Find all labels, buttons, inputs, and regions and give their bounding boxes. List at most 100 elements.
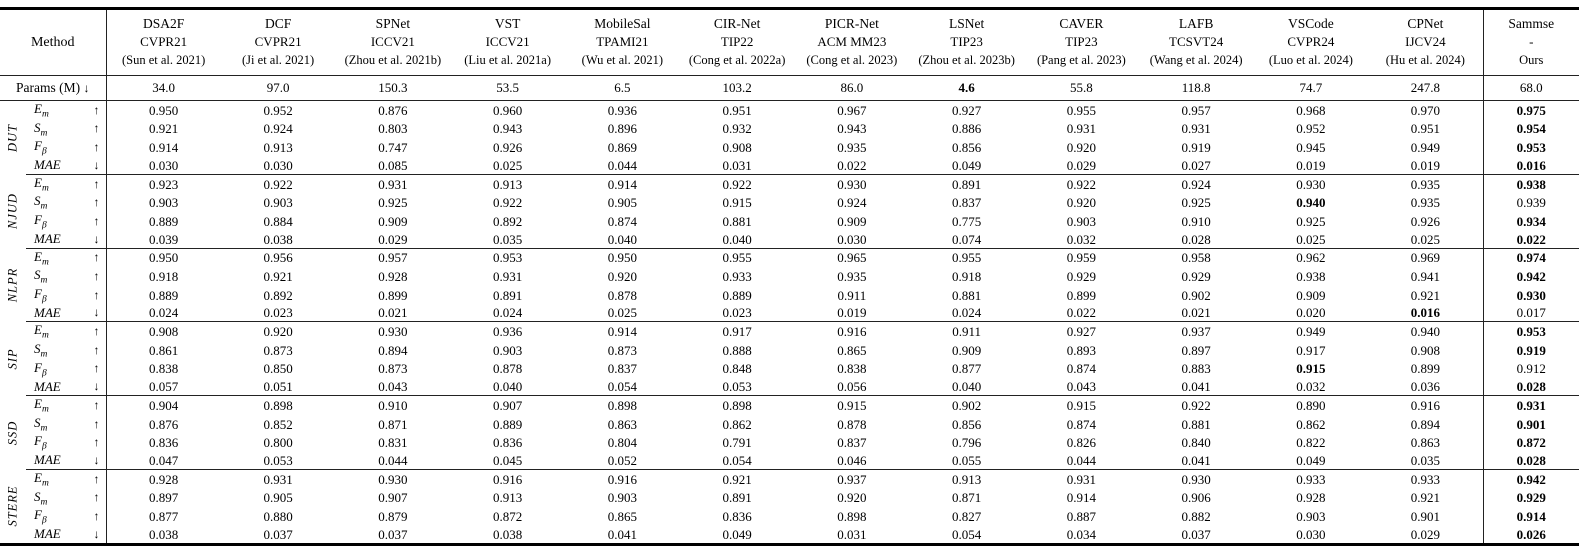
metric-label: Fβ↑	[26, 433, 106, 452]
metric-value: 0.027	[1139, 157, 1254, 175]
metric-value: 0.933	[680, 267, 795, 286]
metric-value: 0.044	[1024, 452, 1139, 470]
metric-value: 0.935	[795, 267, 910, 286]
metric-value: 0.933	[1254, 469, 1369, 488]
metric-value: 0.861	[106, 341, 221, 360]
metric-value: 0.921	[106, 120, 221, 139]
down-arrow-icon: ↓	[84, 81, 90, 95]
metric-name: MAE	[34, 231, 61, 247]
metric-value: 0.915	[680, 193, 795, 212]
metric-value: 0.931	[450, 267, 565, 286]
down-arrow-icon: ↓	[94, 379, 100, 394]
metric-subscript: m	[41, 497, 48, 507]
metric-value: 0.918	[909, 267, 1024, 286]
metric-label: Fβ↑	[26, 360, 106, 379]
metric-value: 0.949	[1368, 138, 1483, 157]
metric-value: 0.031	[795, 526, 910, 545]
metric-value: 0.939	[1483, 193, 1579, 212]
metric-value: 0.914	[1024, 489, 1139, 508]
metric-value: 0.030	[221, 157, 336, 175]
metric-value: 0.931	[1139, 120, 1254, 139]
metric-value: 0.038	[106, 526, 221, 545]
metric-value: 0.940	[1254, 193, 1369, 212]
metric-value: 0.831	[336, 433, 451, 452]
metric-value: 0.029	[1368, 526, 1483, 545]
method-name: LSNet	[909, 15, 1024, 33]
metric-name: Sm	[34, 120, 47, 139]
metric-value: 0.919	[1483, 341, 1579, 360]
metric-value: 0.936	[565, 101, 680, 120]
up-arrow-icon: ↑	[94, 195, 100, 210]
params-value: 150.3	[336, 76, 451, 101]
params-value: 34.0	[106, 76, 221, 101]
metric-value: 0.919	[1139, 138, 1254, 157]
method-venue: ICCV21	[336, 33, 451, 51]
metric-value: 0.030	[795, 231, 910, 249]
metric-value: 0.967	[795, 101, 910, 120]
metric-value: 0.921	[680, 469, 795, 488]
dataset-label-dut: DUT	[0, 101, 26, 175]
metric-value: 0.053	[221, 452, 336, 470]
metric-label-cell: MAE↓	[26, 304, 106, 322]
metric-name: Sm	[34, 489, 47, 508]
metric-value: 0.028	[1483, 378, 1579, 396]
metric-value: 0.020	[1254, 304, 1369, 322]
metric-value: 0.852	[221, 415, 336, 434]
metric-value: 0.878	[795, 415, 910, 434]
metric-label-cell: Fβ↑	[26, 433, 106, 452]
metric-value: 0.850	[221, 360, 336, 379]
metric-value: 0.877	[106, 507, 221, 526]
metric-label: MAE↓	[26, 526, 106, 542]
metric-value: 0.917	[1254, 341, 1369, 360]
metric-subscript: m	[41, 423, 48, 433]
metric-label: Fβ↑	[26, 138, 106, 157]
metric-name: MAE	[34, 157, 61, 173]
method-venue: CVPR21	[107, 33, 221, 51]
metric-label-cell: MAE ↓	[26, 378, 106, 396]
metric-value: 0.899	[1368, 360, 1483, 379]
metric-value: 0.865	[565, 507, 680, 526]
metric-value: 0.016	[1483, 157, 1579, 175]
metric-value: 0.920	[1024, 193, 1139, 212]
metric-value: 0.074	[909, 231, 1024, 249]
up-arrow-icon: ↑	[94, 269, 100, 284]
metric-value: 0.055	[909, 452, 1024, 470]
metric-value: 0.040	[450, 378, 565, 396]
metric-value: 0.838	[795, 360, 910, 379]
metric-value: 0.800	[221, 433, 336, 452]
metric-value: 0.953	[1483, 138, 1579, 157]
metric-label: Em↑	[26, 396, 106, 415]
dataset-label-ssd: SSD	[0, 396, 26, 470]
metric-name: MAE	[34, 379, 61, 395]
metric-value: 0.019	[1368, 157, 1483, 175]
metric-value: 0.955	[909, 248, 1024, 267]
method-citation: (Wu et al. 2021)	[565, 51, 680, 69]
metric-value: 0.903	[1254, 507, 1369, 526]
metric-value: 0.881	[1139, 415, 1254, 434]
metric-value: 0.023	[221, 304, 336, 322]
method-name: CIR-Net	[680, 15, 795, 33]
method-name: VST	[450, 15, 565, 33]
metric-value: 0.931	[336, 174, 451, 193]
metric-value: 0.959	[1024, 248, 1139, 267]
metric-value: 0.915	[1024, 396, 1139, 415]
metric-label-cell: MAE↓	[26, 231, 106, 249]
metric-value: 0.888	[680, 341, 795, 360]
metric-value: 0.884	[221, 212, 336, 231]
metric-label-cell: Em↑	[26, 396, 106, 415]
metric-value: 0.903	[565, 489, 680, 508]
metric-value: 0.911	[795, 286, 910, 305]
metric-value: 0.901	[1368, 507, 1483, 526]
metric-name: Sm	[34, 267, 47, 286]
method-citation: Ours	[1484, 51, 1579, 69]
metric-value: 0.940	[1368, 322, 1483, 341]
dataset-label-njud: NJUD	[0, 174, 26, 248]
